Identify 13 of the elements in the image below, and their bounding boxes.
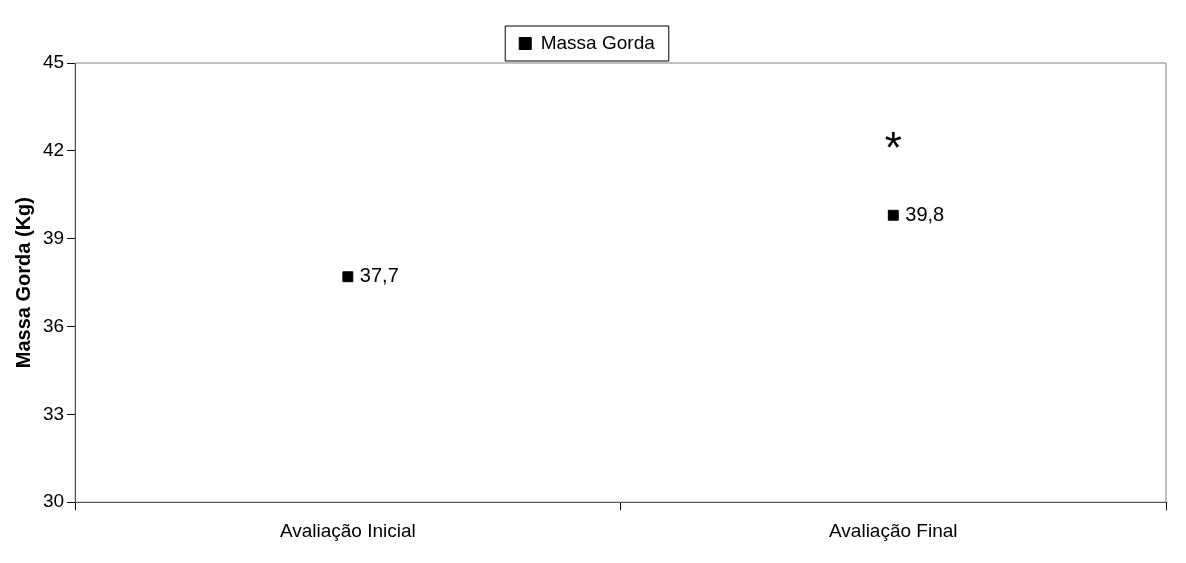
y-tick-label: 36 [42, 314, 65, 336]
data-label: 39,8 [905, 202, 945, 225]
y-tick-label: 30 [42, 490, 65, 512]
x-tick-label: Avaliação Inicial [279, 519, 416, 541]
data-label: 37,7 [359, 264, 399, 287]
y-tick-label: 42 [42, 139, 65, 161]
x-tick-label: Avaliação Final [829, 519, 958, 541]
legend-label: Massa Gorda [540, 31, 656, 53]
y-axis-title: Massa Gorda (Kg) [11, 197, 34, 369]
y-tick-label: 45 [42, 51, 65, 73]
y-tick-label: 39 [42, 226, 65, 248]
y-tick-label: 33 [42, 402, 65, 424]
annotation: * [884, 122, 902, 172]
